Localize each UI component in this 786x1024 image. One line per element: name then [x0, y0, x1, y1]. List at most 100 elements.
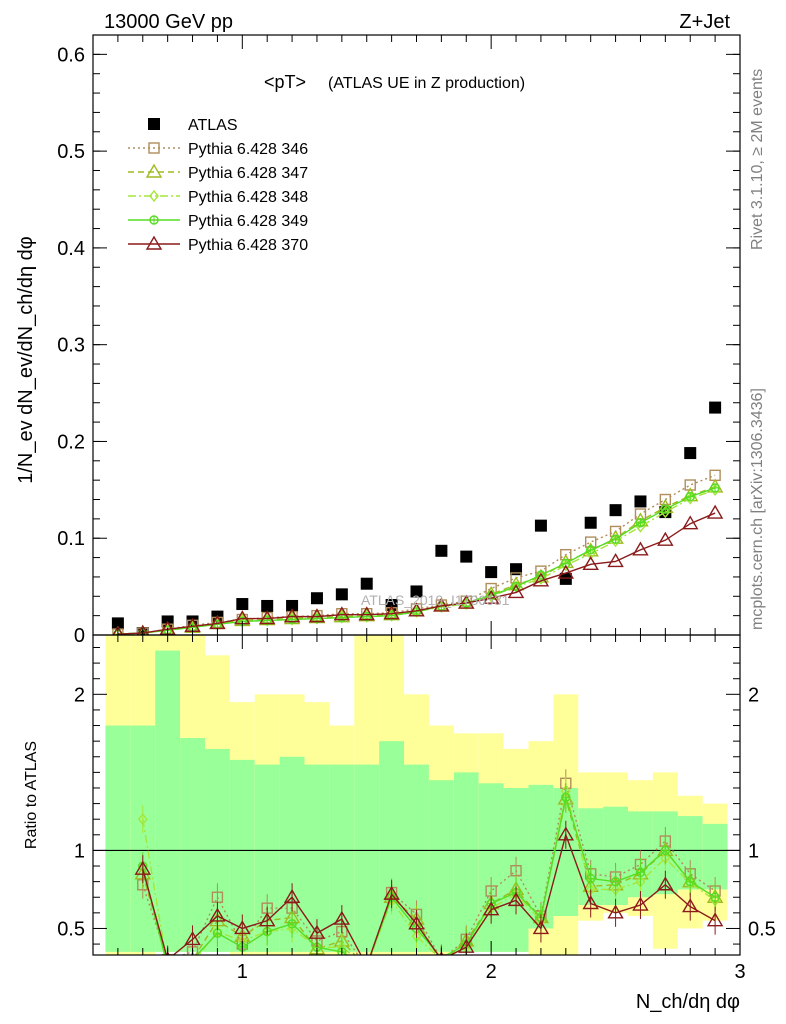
main-point-p370-7	[283, 608, 301, 623]
main-point-p349-21	[635, 518, 646, 528]
header-right: Z+Jet	[679, 11, 730, 33]
main-point-p349-20	[610, 534, 621, 544]
main-point-atlas-15	[485, 566, 498, 579]
ratio-point-p370-5	[234, 920, 251, 935]
legend-entry-p370: Pythia 6.428 370	[128, 235, 308, 254]
main-point-atlas-16	[510, 563, 523, 576]
main-point-p370-16	[507, 584, 525, 599]
main-point-atlas-6	[261, 599, 274, 612]
main-point-p370-9	[333, 606, 351, 621]
band-inner-3	[180, 738, 205, 952]
main-series-p370	[112, 504, 724, 635]
main-ytick-label-1: 0.1	[57, 528, 85, 550]
ratio-ytick-label-left-2: 2	[74, 684, 85, 706]
main-point-p370-15	[482, 589, 500, 604]
main-point-p370-19	[582, 555, 599, 571]
band-inner-2	[155, 650, 181, 952]
ratio-ytick-label-left-0: 0.5	[57, 918, 85, 940]
main-point-atlas-21	[634, 495, 647, 508]
main-point-atlas-20	[609, 504, 622, 517]
main-ytick-label-6: 0.6	[57, 44, 85, 66]
ratio-axes: 0.5 0.5 1 1 2 2 1 2 3	[57, 635, 776, 983]
main-ylabel: 1/N_ev dN_ev/dN_ch/dη dφ	[15, 236, 37, 484]
ratio-series-p370	[134, 820, 724, 955]
ratio-point-p370-16	[507, 891, 525, 907]
legend-marker-p349	[149, 215, 159, 225]
plot-title: <pT> (ATLAS UE in Z production)	[264, 72, 525, 92]
header-left: 13000 GeV pp	[104, 11, 233, 33]
ratio-point-p370-7	[283, 888, 301, 903]
main-point-atlas-0	[111, 617, 124, 630]
ratio-line-p370	[142, 832, 716, 955]
legend-label-p370: Pythia 6.428 370	[188, 237, 308, 254]
legend-marker-p346	[148, 142, 160, 154]
main-point-atlas-7	[286, 599, 299, 612]
main-point-p370-18	[557, 564, 575, 579]
ratio-xlabel: N_ch/dη dφ	[636, 991, 740, 1013]
legend-entry-p346: Pythia 6.428 346	[128, 141, 308, 158]
ratio-point-p370-22	[657, 876, 674, 891]
ratio-point-p370-18	[557, 826, 575, 841]
plot-title-main: <pT>	[264, 72, 306, 92]
main-point-p370-0	[112, 625, 124, 635]
ratio-point-p349-19	[585, 873, 596, 884]
legend-marker-atlas	[148, 118, 160, 130]
legend-entry-p348: Pythia 6.428 348	[128, 189, 308, 206]
ratio-ytick-label-left-1: 1	[74, 840, 85, 862]
main-point-p349-19	[585, 545, 596, 555]
ratio-point-p370-9	[333, 910, 351, 925]
legend-entry-p347: Pythia 6.428 347	[128, 163, 308, 182]
legend-label-p349: Pythia 6.428 349	[188, 213, 308, 230]
legend-label-p347: Pythia 6.428 347	[188, 165, 308, 182]
main-point-p370-12	[408, 602, 425, 617]
legend-label-p346: Pythia 6.428 346	[188, 141, 308, 158]
band-inner-0	[105, 725, 131, 952]
ratio-xtick-label-2: 3	[734, 961, 745, 983]
ratio-series-group	[134, 769, 724, 955]
main-ytick-label-4: 0.4	[57, 238, 85, 260]
main-ytick-label-5: 0.5	[57, 141, 85, 163]
main-point-atlas-9	[335, 588, 348, 601]
ratio-point-p370-1	[134, 860, 151, 875]
main-point-atlas-23	[684, 447, 697, 460]
ratio-point-p349-21	[635, 867, 646, 877]
main-point-atlas-18	[559, 572, 572, 585]
ratio-ytick-label-right-2: 2	[748, 684, 759, 706]
legend: ATLAS Pythia 6.428 346 Pythia 6.428 347 Pyt…	[128, 117, 308, 254]
main-point-atlas-12	[410, 585, 423, 598]
main-point-atlas-8	[310, 592, 323, 605]
main-ytick-label-0: 0	[74, 625, 85, 647]
ratio-point-p349-18	[561, 792, 571, 803]
legend-entry-p349: Pythia 6.428 349	[128, 213, 308, 230]
plot-title-sub: (ATLAS UE in Z production)	[328, 75, 525, 92]
main-point-p370-22	[657, 531, 674, 546]
main-point-atlas-24	[709, 401, 722, 414]
legend-marker-p370	[145, 235, 163, 250]
ratio-point-p370-12	[408, 915, 425, 930]
main-point-p370-8	[308, 608, 326, 623]
main-point-p370-23	[682, 515, 699, 530]
ratio-point-p370-3	[184, 931, 201, 946]
main-point-p349-23	[685, 491, 695, 502]
main-point-p370-10	[358, 606, 375, 621]
band-inner-13	[428, 780, 454, 952]
main-point-p370-11	[383, 605, 400, 620]
main-point-atlas-14	[460, 550, 473, 563]
main-point-p370-6	[258, 610, 276, 625]
main-point-p370-21	[632, 541, 649, 556]
main-point-atlas-13	[435, 544, 448, 557]
ratio-ytick-label-right-0: 0.5	[748, 918, 776, 940]
main-point-p349-24	[710, 483, 720, 493]
ratio-point-p370-11	[383, 885, 400, 900]
main-ytick-label-2: 0.2	[57, 431, 85, 453]
ratio-point-p370-20	[607, 904, 624, 919]
ratio-point-p370-24	[706, 912, 724, 927]
ratio-point-p349-4	[212, 928, 223, 938]
main-point-p349-8	[312, 613, 322, 624]
main-point-atlas-5	[236, 598, 249, 611]
ratio-point-p370-23	[682, 898, 699, 913]
ratio-point-p370-21	[632, 896, 649, 911]
ratio-uncertainty-bands	[105, 635, 728, 955]
ratio-point-p370-17	[532, 920, 550, 935]
main-point-p370-20	[607, 553, 624, 568]
